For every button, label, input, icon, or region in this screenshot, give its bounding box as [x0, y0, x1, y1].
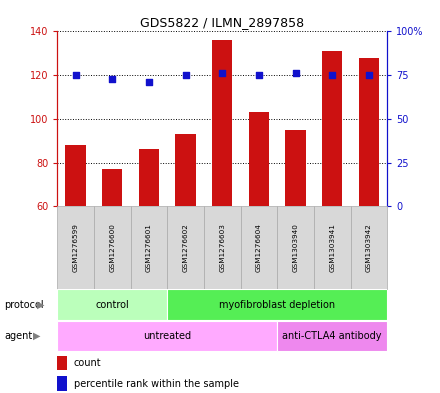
Text: GSM1303940: GSM1303940: [293, 223, 298, 272]
Point: [219, 70, 226, 77]
Bar: [286, 130, 306, 206]
Bar: [314, 206, 351, 289]
Point: [182, 72, 189, 78]
Bar: [57, 290, 167, 320]
Text: GSM1276601: GSM1276601: [146, 223, 152, 272]
Text: protocol: protocol: [4, 299, 44, 310]
Text: GSM1276599: GSM1276599: [73, 223, 78, 272]
Text: GSM1276600: GSM1276600: [109, 223, 115, 272]
Text: GSM1276604: GSM1276604: [256, 223, 262, 272]
Bar: [94, 206, 131, 289]
Bar: [57, 206, 94, 289]
Text: ▶: ▶: [37, 299, 45, 310]
Bar: [249, 112, 269, 206]
Text: anti-CTLA4 antibody: anti-CTLA4 antibody: [282, 331, 382, 341]
Text: control: control: [95, 299, 129, 310]
Bar: [167, 206, 204, 289]
Point: [292, 70, 299, 77]
Text: GSM1303942: GSM1303942: [366, 223, 372, 272]
Text: percentile rank within the sample: percentile rank within the sample: [74, 379, 238, 389]
Text: agent: agent: [4, 331, 33, 341]
Bar: [57, 376, 67, 391]
Bar: [57, 356, 67, 370]
Bar: [359, 58, 379, 206]
Point: [255, 72, 262, 78]
Bar: [66, 145, 86, 206]
Text: GSM1276603: GSM1276603: [219, 223, 225, 272]
Bar: [277, 206, 314, 289]
Bar: [351, 206, 387, 289]
Text: GSM1303941: GSM1303941: [329, 223, 335, 272]
Point: [365, 72, 372, 78]
Text: untreated: untreated: [143, 331, 191, 341]
Bar: [212, 40, 232, 206]
Bar: [277, 321, 387, 351]
Point: [72, 72, 79, 78]
Text: GSM1276602: GSM1276602: [183, 223, 188, 272]
Bar: [176, 134, 196, 206]
Bar: [204, 206, 241, 289]
Text: ▶: ▶: [33, 331, 40, 341]
Bar: [139, 149, 159, 206]
Text: count: count: [74, 358, 101, 368]
Title: GDS5822 / ILMN_2897858: GDS5822 / ILMN_2897858: [140, 16, 304, 29]
Bar: [102, 169, 122, 206]
Point: [109, 75, 116, 82]
Point: [145, 79, 152, 85]
Bar: [131, 206, 167, 289]
Bar: [167, 290, 387, 320]
Point: [329, 72, 336, 78]
Bar: [322, 51, 342, 206]
Bar: [57, 321, 277, 351]
Bar: [241, 206, 277, 289]
Text: myofibroblast depletion: myofibroblast depletion: [219, 299, 335, 310]
